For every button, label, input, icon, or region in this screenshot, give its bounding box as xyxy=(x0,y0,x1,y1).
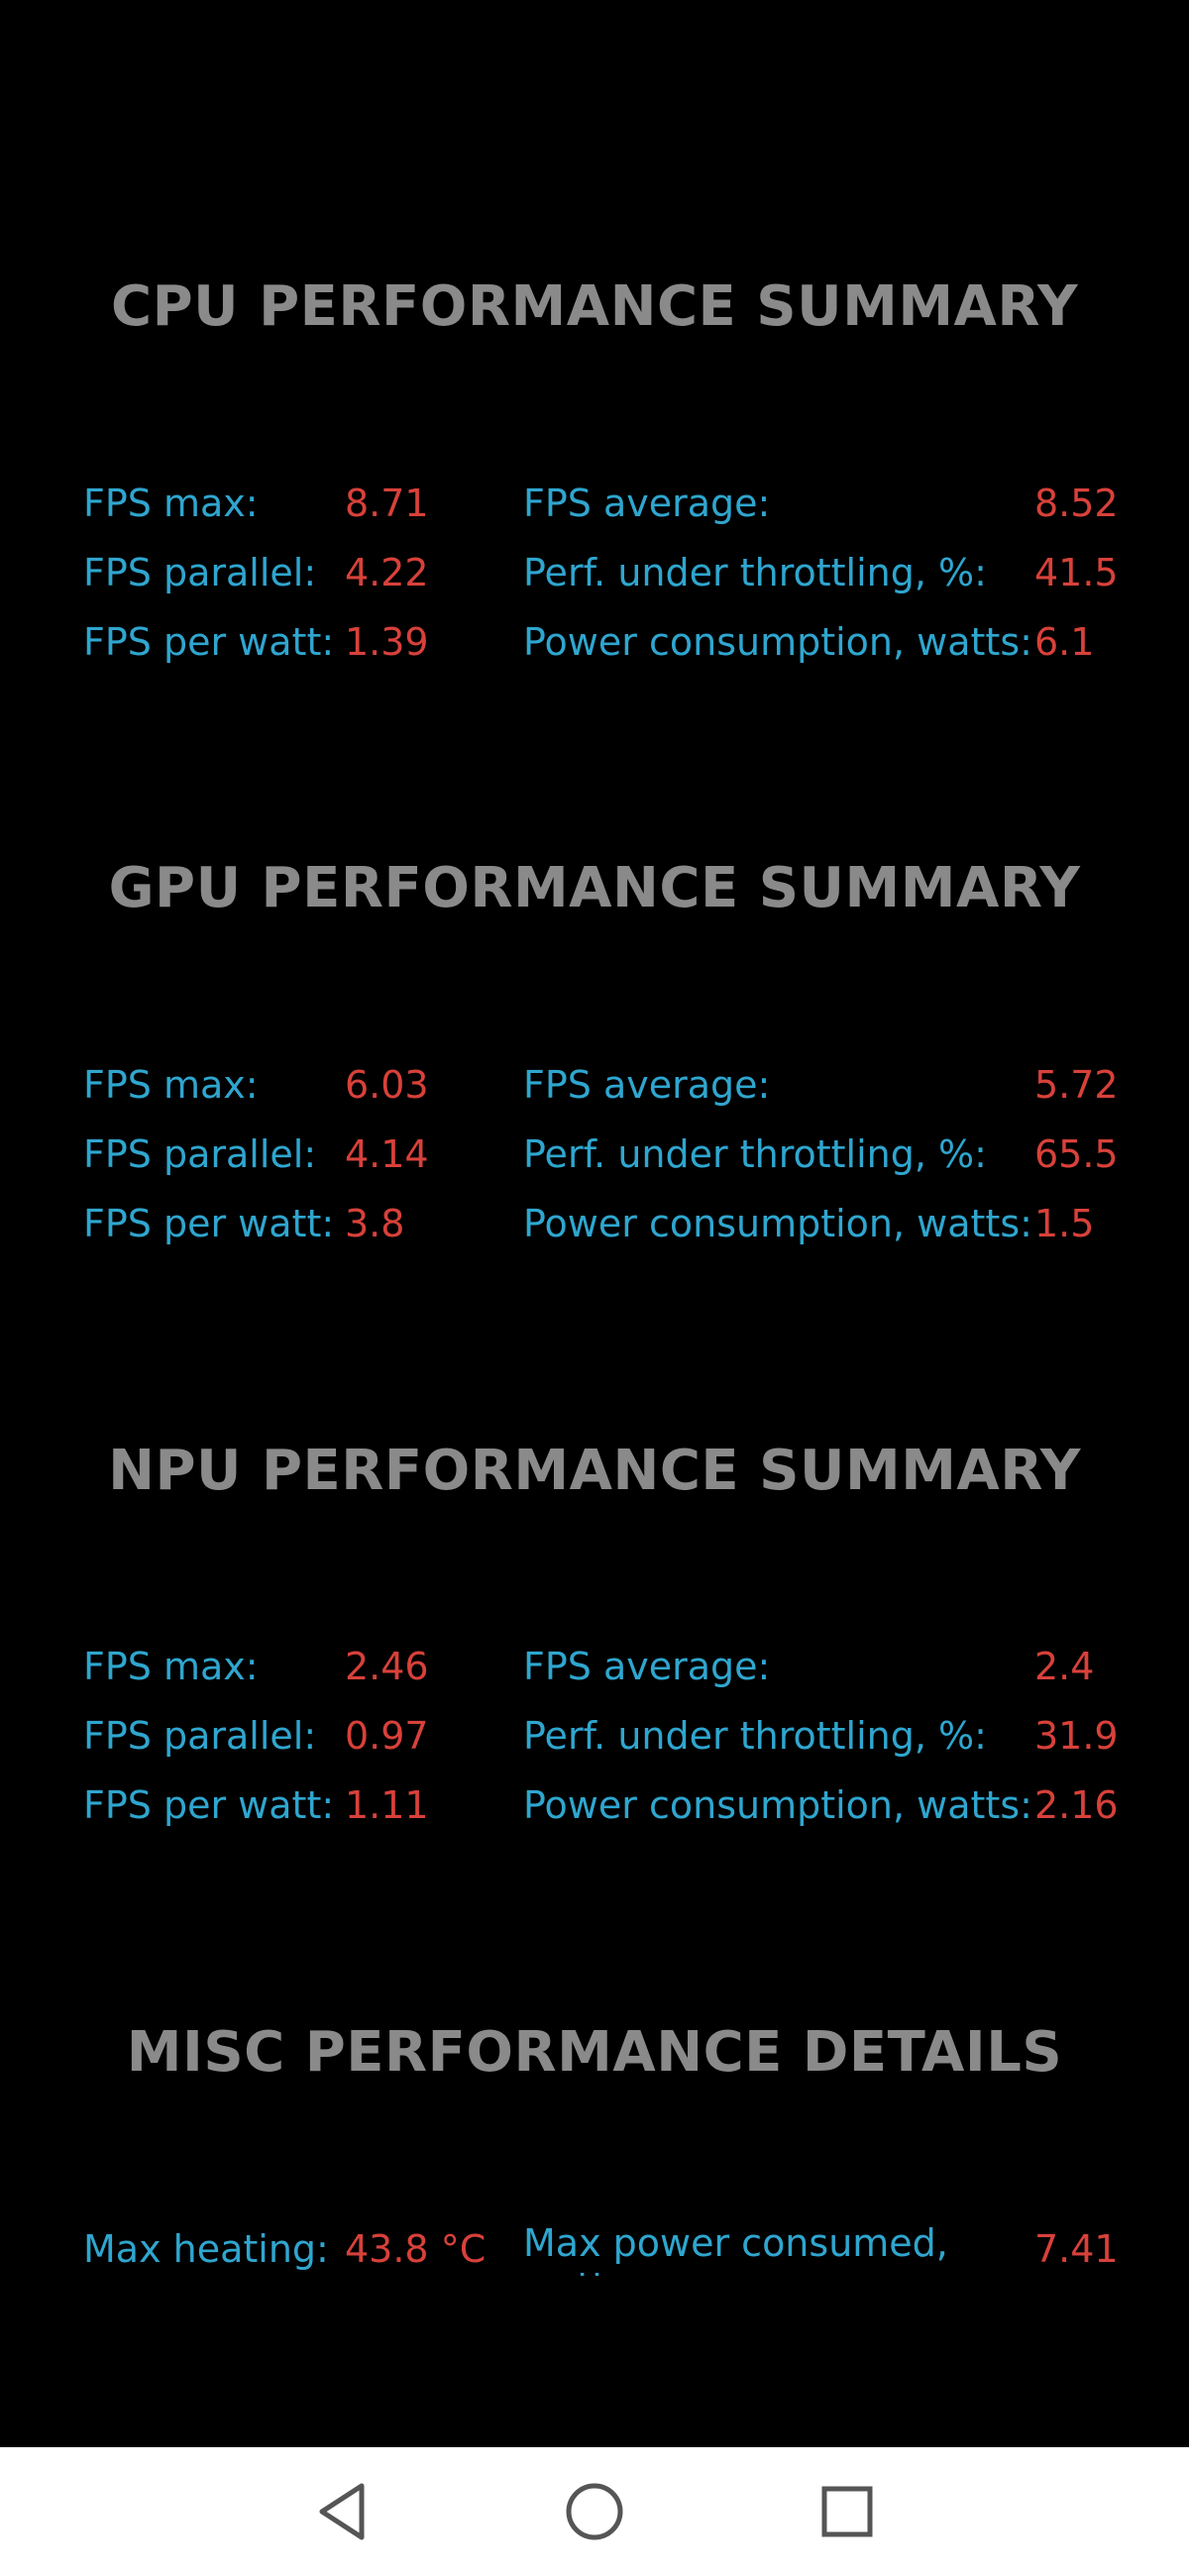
cpu-fps-average-label: FPS average: xyxy=(523,482,771,525)
max-power-consumed-value: 7.41 xyxy=(1034,2227,1119,2271)
max-power-consumed-label: Max power consumed, watts: xyxy=(523,2221,948,2276)
cpu-fps-parallel-value: 4.22 xyxy=(345,551,429,594)
npu-fps-parallel-value: 0.97 xyxy=(345,1714,429,1758)
npu-fps-average-label: FPS average: xyxy=(523,1645,771,1688)
gpu-section-title: GPU PERFORMANCE SUMMARY xyxy=(108,856,1081,920)
npu-fps-max-value: 2.46 xyxy=(345,1645,429,1688)
cpu-perf-throttling-label: Perf. under throttling, %: xyxy=(523,551,987,594)
system-navigation-bar xyxy=(0,2447,1189,2576)
npu-fps-per-watt-value: 1.11 xyxy=(345,1783,429,1827)
home-circle-icon xyxy=(566,2483,623,2540)
npu-perf-throttling-value: 31.9 xyxy=(1034,1714,1119,1758)
npu-power-consumption-label: Power consumption, watts: xyxy=(523,1783,1032,1827)
cpu-fps-max-value: 8.71 xyxy=(345,482,429,525)
cpu-perf-throttling-value: 41.5 xyxy=(1034,551,1119,594)
cpu-power-consumption-value: 6.1 xyxy=(1034,620,1095,664)
cpu-fps-max-label: FPS max: xyxy=(83,482,259,525)
back-triangle-icon xyxy=(319,2483,365,2540)
max-heating-value: 43.8 °C xyxy=(345,2227,486,2271)
max-heating-label: Max heating: xyxy=(83,2227,329,2271)
gpu-fps-parallel-value: 4.14 xyxy=(345,1132,429,1176)
cpu-section-title: CPU PERFORMANCE SUMMARY xyxy=(111,274,1078,339)
recents-square-icon xyxy=(821,2486,873,2537)
gpu-fps-average-label: FPS average: xyxy=(523,1063,771,1107)
gpu-perf-throttling-value: 65.5 xyxy=(1034,1132,1119,1176)
gpu-fps-per-watt-value: 3.8 xyxy=(345,1202,405,1245)
npu-perf-throttling-label: Perf. under throttling, %: xyxy=(523,1714,987,1758)
back-button[interactable] xyxy=(302,2477,381,2546)
gpu-fps-per-watt-label: FPS per watt: xyxy=(83,1202,335,1245)
gpu-power-consumption-label: Power consumption, watts: xyxy=(523,1202,1032,1245)
cpu-power-consumption-label: Power consumption, watts: xyxy=(523,620,1032,664)
npu-fps-per-watt-label: FPS per watt: xyxy=(83,1783,335,1827)
npu-power-consumption-value: 2.16 xyxy=(1034,1783,1119,1827)
recents-button[interactable] xyxy=(808,2477,887,2546)
gpu-fps-max-value: 6.03 xyxy=(345,1063,429,1107)
gpu-fps-max-label: FPS max: xyxy=(83,1063,259,1107)
home-button[interactable] xyxy=(555,2477,634,2546)
gpu-fps-parallel-label: FPS parallel: xyxy=(83,1132,317,1176)
cpu-fps-parallel-label: FPS parallel: xyxy=(83,551,317,594)
cpu-fps-per-watt-label: FPS per watt: xyxy=(83,620,335,664)
npu-section-title: NPU PERFORMANCE SUMMARY xyxy=(108,1439,1081,1503)
npu-fps-parallel-label: FPS parallel: xyxy=(83,1714,317,1758)
misc-section-title: MISC PERFORMANCE DETAILS xyxy=(126,2020,1063,2085)
gpu-fps-average-value: 5.72 xyxy=(1034,1063,1119,1107)
cpu-fps-per-watt-value: 1.39 xyxy=(345,620,429,664)
npu-fps-average-value: 2.4 xyxy=(1034,1645,1095,1688)
npu-fps-max-label: FPS max: xyxy=(83,1645,259,1688)
gpu-perf-throttling-label: Perf. under throttling, %: xyxy=(523,1132,987,1176)
gpu-power-consumption-value: 1.5 xyxy=(1034,1202,1095,1245)
cpu-fps-average-value: 8.52 xyxy=(1034,482,1119,525)
